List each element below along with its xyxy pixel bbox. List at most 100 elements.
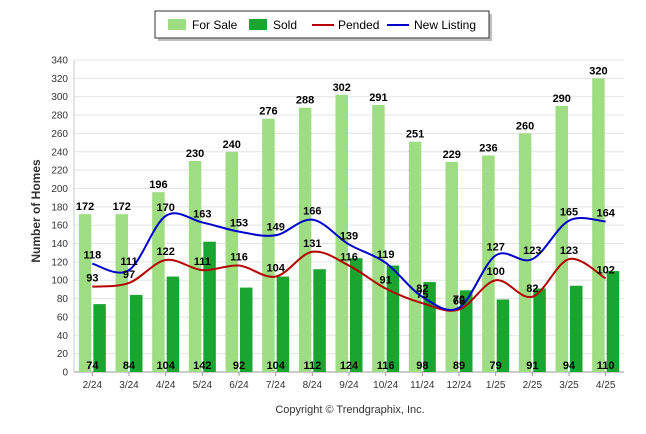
y-tick-label: 200 (51, 184, 68, 195)
bar-sold (386, 265, 400, 372)
sold-value-label: 98 (416, 360, 428, 372)
line-value-label: 111 (120, 256, 137, 268)
line-value-label: 166 (303, 206, 321, 218)
for-sale-value-label: 260 (516, 120, 534, 132)
line-value-label: 165 (560, 207, 578, 219)
line-value-label: 122 (156, 246, 174, 258)
bar-sold (496, 299, 510, 372)
bar-sold (460, 290, 473, 372)
bar-sold (350, 258, 363, 372)
x-tick-label: 8/24 (303, 380, 323, 391)
y-tick-label: 140 (51, 239, 68, 250)
legend-swatch-for-sale (168, 19, 186, 30)
y-tick-label: 120 (51, 257, 68, 268)
bar-for-sale (298, 107, 312, 372)
line-value-label: 139 (340, 230, 358, 242)
sold-value-label: 92 (233, 360, 245, 372)
for-sale-value-label: 240 (223, 139, 241, 151)
y-tick-label: 180 (51, 202, 68, 213)
y-tick-label: 0 (62, 368, 68, 379)
x-tick-label: 7/24 (266, 380, 286, 391)
y-tick-label: 80 (57, 294, 69, 305)
legend-label-pended: Pended (338, 18, 379, 32)
copyright-text: Copyright © Trendgraphix, Inc. (275, 404, 424, 416)
line-value-label: 70 (453, 294, 465, 306)
sold-value-label: 104 (156, 360, 175, 372)
line-value-label: 82 (526, 283, 538, 295)
y-tick-label: 240 (51, 147, 68, 158)
line-value-label: 119 (377, 249, 395, 261)
y-axis-title: Number of Homes (29, 159, 43, 263)
line-value-label: 75 (416, 289, 428, 301)
for-sale-value-label: 251 (406, 129, 424, 141)
bar-sold (240, 287, 253, 372)
for-sale-value-label: 290 (553, 93, 571, 105)
bar-sold (533, 288, 546, 372)
sold-value-label: 124 (340, 360, 359, 372)
line-value-label: 102 (596, 264, 614, 276)
y-tick-label: 20 (57, 349, 69, 360)
bar-for-sale (188, 160, 202, 372)
line-value-label: 68 (453, 296, 465, 308)
sold-value-label: 91 (526, 360, 538, 372)
bar-sold (570, 285, 583, 372)
sold-value-label: 112 (303, 360, 321, 372)
line-pended (92, 250, 607, 312)
for-sale-value-label: 291 (369, 92, 387, 104)
line-value-label: 118 (83, 250, 101, 262)
bar-for-sale (408, 141, 422, 372)
x-tick-label: 10/24 (373, 380, 398, 391)
legend: For Sale Sold Pended New Listing (154, 10, 492, 41)
line-new-listing (92, 212, 606, 311)
line-value-label: 93 (86, 273, 98, 285)
for-sale-value-label: 236 (479, 142, 497, 154)
line-value-label: 100 (486, 266, 504, 278)
bar-sold (276, 276, 290, 372)
for-sale-value-label: 320 (589, 65, 607, 77)
for-sale-value-label: 196 (149, 179, 167, 191)
line-value-label: 123 (560, 245, 578, 257)
bar-for-sale (225, 151, 238, 372)
line-value-label: 170 (156, 202, 174, 214)
bar-sold (93, 304, 106, 372)
bar-for-sale (445, 161, 458, 372)
for-sale-value-label: 276 (259, 106, 277, 118)
line-value-label: 153 (230, 218, 248, 230)
x-tick-label: 5/24 (193, 380, 213, 391)
y-tick-label: 220 (51, 166, 68, 177)
y-tick-label: 340 (51, 56, 68, 67)
bar-for-sale (592, 78, 605, 373)
line-value-label: 91 (380, 274, 392, 286)
bar-for-sale (262, 118, 275, 373)
sold-value-label: 116 (377, 360, 395, 372)
line-value-label: 149 (266, 221, 284, 233)
line-value-label: 131 (303, 238, 321, 250)
legend-label-for-sale: For Sale (192, 18, 238, 32)
for-sale-value-label: 229 (443, 149, 461, 161)
bar-for-sale (152, 192, 165, 372)
line-value-label: 97 (123, 269, 135, 281)
x-tick-label: 3/25 (559, 380, 579, 391)
x-tick-label: 11/24 (410, 380, 435, 391)
for-sale-value-label: 302 (333, 82, 351, 94)
y-tick-label: 260 (51, 129, 68, 140)
axes: 0 20 40 60 80 100 120 140 160 180 200 220 240 260 280 3… (51, 56, 624, 391)
sold-value-label: 84 (123, 360, 136, 372)
for-sale-value-label: 230 (186, 148, 204, 160)
y-tick-label: 300 (51, 92, 68, 103)
sold-value-label: 94 (563, 360, 576, 372)
x-tick-label: 4/24 (156, 380, 176, 391)
line-value-label: 116 (340, 252, 358, 264)
bar-for-sale (78, 214, 92, 372)
sold-value-label: 74 (86, 360, 99, 372)
line-value-label: 82 (416, 283, 428, 295)
y-tick-label: 160 (51, 221, 68, 232)
sold-value-label: 89 (453, 360, 465, 372)
y-tick-label: 40 (57, 331, 69, 342)
bar-for-sale (335, 94, 348, 372)
for-sale-value-label: 172 (113, 201, 131, 213)
gridlines (74, 59, 624, 373)
for-sale-value-label: 172 (76, 201, 94, 213)
bar-sold (166, 276, 180, 372)
